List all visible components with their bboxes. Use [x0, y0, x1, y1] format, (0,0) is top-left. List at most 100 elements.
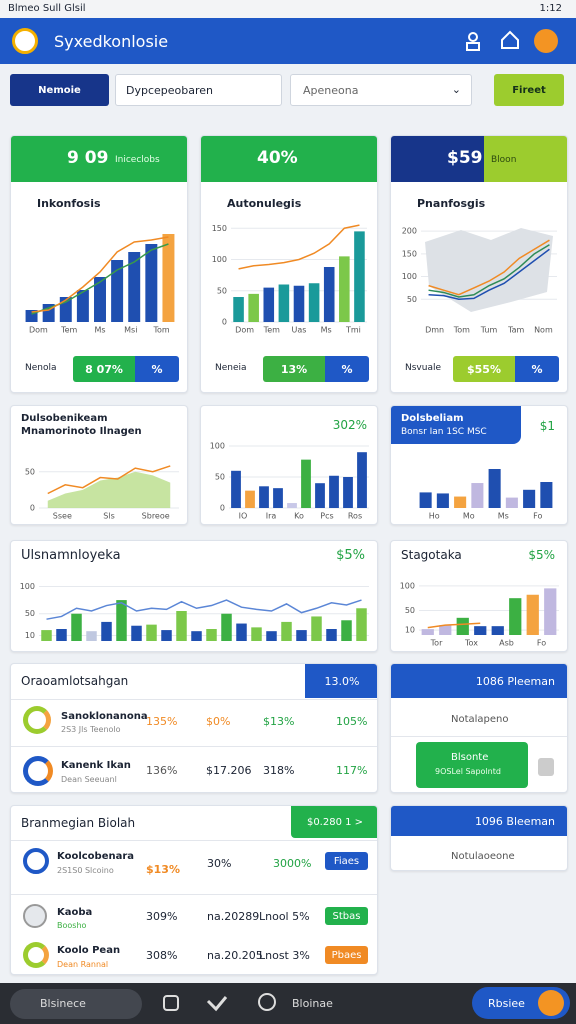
bar	[544, 588, 557, 635]
nav-item[interactable]: Bloinae	[292, 997, 333, 1010]
icon-button[interactable]	[538, 758, 554, 776]
bar	[101, 621, 112, 641]
row-name: Kaoba	[57, 907, 93, 918]
nav-icon[interactable]	[258, 993, 276, 1011]
y-tick-label: 200	[402, 227, 417, 236]
y-tick-label: 50	[217, 286, 227, 295]
line	[31, 236, 169, 313]
x-tick-label: Ms	[94, 326, 105, 335]
bar	[343, 477, 353, 508]
kpi-card: $59 Bloon Pnanfosgis 50 100 150 200 Dmn Tom Tu…	[390, 135, 568, 393]
x-tick-label: Ira	[266, 512, 277, 521]
y-tick-label: 150	[402, 249, 417, 258]
row-value: 309%	[146, 910, 178, 923]
kpi-value: 40%	[257, 148, 298, 168]
line	[427, 622, 481, 629]
row-text: Notulaoeone	[451, 851, 515, 862]
footer-pill[interactable]: 13%%	[263, 356, 369, 382]
bar	[251, 627, 262, 641]
bar	[301, 459, 311, 508]
row-value: na.20289	[207, 910, 260, 923]
kpi-header-accent	[484, 136, 567, 182]
row-icon	[23, 706, 51, 734]
row-value: $17.206	[206, 764, 252, 777]
kpi-header	[11, 136, 187, 182]
row-value: 308%	[146, 949, 178, 962]
action-button[interactable]: Fireet	[494, 74, 564, 106]
button-title: Blsonte	[451, 752, 489, 763]
line	[47, 465, 171, 495]
status-left: Blmeo Sull Glsil	[8, 3, 86, 14]
x-tick-label: Tom	[453, 326, 470, 335]
row-value: 105%	[336, 715, 368, 728]
bar	[293, 285, 305, 322]
x-tick-label: Ssee	[53, 512, 72, 521]
card-badge[interactable]: $0.280 1 >	[291, 806, 377, 838]
bar	[421, 629, 434, 635]
row-icon	[23, 904, 47, 928]
line	[428, 248, 550, 301]
chart-card: Dolsbeliam Bonsr Ian 1SC MSC $1 Ho Mo Ms Fo	[390, 405, 568, 525]
x-tick-label: Sbreoe	[142, 512, 170, 521]
home-icon[interactable]	[500, 30, 520, 50]
row-value: $0%	[206, 715, 231, 728]
card-value: 302%	[332, 418, 367, 432]
y-tick-label: 150	[212, 224, 227, 233]
y-tick-label: 50	[25, 467, 35, 476]
notification-button[interactable]	[534, 29, 558, 53]
bar	[357, 452, 367, 508]
kpi-header	[391, 136, 484, 182]
row-action[interactable]: Stbas	[325, 907, 368, 925]
primary-button[interactable]	[416, 742, 528, 788]
y-tick-label: 0	[220, 504, 225, 513]
list-card: Oraoamlotsahgan 13.0% Sanoklonanona 2S3 …	[10, 663, 378, 793]
bar	[25, 310, 38, 322]
bar	[231, 470, 241, 508]
bar	[326, 629, 337, 641]
line	[428, 244, 550, 298]
footer-label: Nenola	[25, 363, 57, 373]
row-action[interactable]: Fiaes	[325, 852, 368, 870]
footer-pill[interactable]: 8 07%%	[73, 356, 179, 382]
x-tick-label: Fo	[533, 512, 542, 521]
y-tick-label: 100	[212, 255, 227, 264]
mini-chart: 0 50 100 150 Dom Tem Uas Ms Tmi	[212, 224, 367, 335]
nav-search[interactable]	[10, 989, 142, 1019]
bar	[42, 304, 55, 322]
app-header: Syxedkonlosie	[0, 18, 576, 64]
footer-label: Neneia	[215, 363, 247, 373]
card-title: Stagotaka	[401, 548, 462, 562]
bottom-nav: Blsinece Bloinae Rbsiee	[0, 983, 576, 1024]
row-value: $13%	[146, 863, 180, 876]
nav-search-text: Blsinece	[40, 997, 86, 1010]
divider	[11, 894, 377, 895]
x-tick-label: Sls	[103, 512, 114, 521]
select-input[interactable]: Apeneona ⌄	[290, 74, 472, 106]
user-icon[interactable]	[464, 31, 482, 51]
kpi-sub: Iniceclobs	[115, 155, 160, 165]
bar	[116, 600, 127, 641]
search-input[interactable]: Dypcepeobaren	[115, 74, 282, 106]
mini-chart: 10 50 100	[20, 582, 369, 641]
bar	[339, 256, 350, 322]
x-tick-label: Ros	[348, 512, 362, 521]
y-tick-label: 10	[25, 631, 35, 640]
card-title: Autonulegis	[227, 197, 302, 210]
card-header	[391, 664, 567, 698]
x-tick-label: Pcs	[320, 512, 333, 521]
x-tick-label: Asb	[499, 639, 514, 648]
footer-pill[interactable]: $55%%	[453, 356, 559, 382]
row-sub: 2S1S0 Slcoino	[57, 866, 114, 875]
card-subtitle: Bonsr Ian 1SC MSC	[401, 427, 487, 437]
bar	[308, 283, 320, 322]
card-badge[interactable]: 13.0%	[305, 664, 377, 698]
mini-chart: 50 100 150 200 Dmn Tom Tum Tam Nom	[402, 227, 557, 335]
row-action[interactable]: Pbaes	[325, 946, 368, 964]
row-icon	[23, 942, 49, 968]
nav-check[interactable]	[206, 995, 228, 1013]
nav-icon[interactable]	[163, 995, 179, 1011]
bar	[454, 496, 467, 508]
logo[interactable]	[12, 28, 38, 54]
filter-button[interactable]: Nemoie	[10, 74, 109, 106]
bar	[131, 625, 142, 641]
